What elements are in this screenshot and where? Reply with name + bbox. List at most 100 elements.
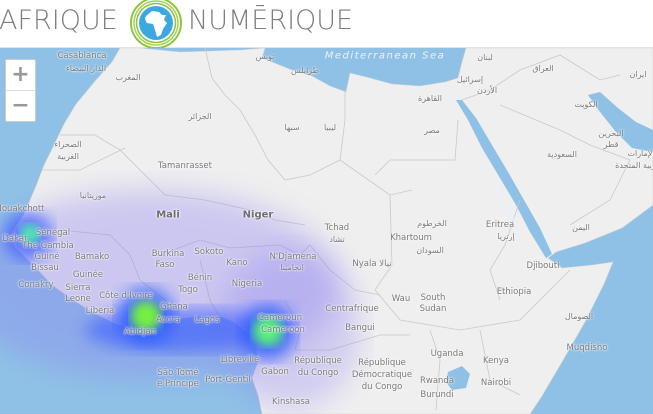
map-label-city: Port-Gentil: [205, 375, 251, 385]
map-label-city: Djibouti: [526, 261, 560, 271]
map-label-city: République: [294, 356, 342, 366]
map-label-city: Bissau: [31, 263, 59, 273]
map-label-city: Guiné: [34, 252, 60, 262]
map-label-city: Leone: [65, 294, 91, 304]
map-label-ar: انجامينا: [280, 263, 304, 272]
map-label-city: São Tomé: [157, 368, 199, 378]
map-label-ar: إرتريا: [497, 232, 515, 241]
map-label-ar: مصر: [424, 126, 440, 135]
map-label-ar: سبها: [284, 123, 300, 132]
heat-core-cameroun: [253, 316, 283, 346]
map-label-city: Sierra: [65, 283, 91, 293]
map-label-city: Burundi: [420, 390, 454, 400]
heat-core-dakar: [20, 224, 40, 244]
map-label-ar: إسرائيل: [456, 75, 484, 84]
map-label-city: South: [420, 293, 446, 303]
red-sea: [456, 100, 552, 258]
map-base: [0, 48, 653, 414]
map-label-ar: العراق: [532, 64, 554, 73]
map-label-city: Sudan: [419, 304, 447, 314]
map-label-city: Kano: [226, 258, 248, 268]
map-label-city: Liberia: [85, 306, 115, 316]
map-label-ar: البحرين: [598, 129, 624, 138]
map-label-ar: الصحراء: [54, 140, 82, 149]
map-label-city: Ghana: [160, 302, 188, 312]
map-label-city: Tchad: [324, 223, 350, 233]
map-label-ar: العربية المتحدة: [615, 161, 653, 170]
heatmap-map[interactable]: Mediterranean Sea Red Sea Casablanca الدار …: [0, 48, 653, 414]
map-label-city: Eritrea: [485, 220, 515, 230]
site-header: AFRIQUE NUMĒRIQUE: [0, 0, 653, 49]
map-label-city: The Gambia: [22, 241, 74, 251]
map-label-ar: تشاد: [329, 235, 345, 244]
map-label-city: Libreville: [220, 355, 260, 365]
map-label-city: Guinée: [72, 270, 104, 280]
map-label-city: Rwanda: [419, 376, 455, 386]
lake-victoria: [446, 366, 470, 390]
map-label-ar: ليبيا: [323, 123, 337, 132]
map-label-city: Sokoto: [194, 247, 224, 257]
map-label-city: Dakar: [2, 234, 28, 244]
map-label-city: Ethiopia: [496, 287, 532, 297]
map-label-city: Khartoum: [390, 233, 432, 243]
map-label-city: Démocratique: [351, 370, 413, 380]
zoom-in-button[interactable]: +: [6, 60, 35, 91]
map-label-ar: الصومال: [564, 312, 594, 321]
map-label-city: Tamanrasset: [158, 161, 212, 171]
map-label-city: Kenya: [482, 356, 510, 366]
map-label-city: du Congo: [297, 368, 339, 378]
map-label-ar: تونس: [255, 52, 275, 61]
map-label-city: Accra: [156, 315, 180, 325]
map-label-ar: الجزائر: [188, 112, 212, 121]
map-label-city: e Príncipe: [157, 379, 199, 389]
map-label-ar: لبنان: [477, 53, 493, 62]
map-label-city: Nairobi: [480, 378, 512, 388]
map-label-country: Niger: [242, 209, 274, 221]
zoom-control: + −: [5, 59, 36, 122]
heat-core-abidjan: [131, 301, 161, 331]
map-label-ar: ايران: [629, 70, 647, 79]
map-label-city: Nigeria: [231, 279, 263, 289]
map-label-city: du Congo: [361, 382, 403, 392]
map-label-city: Bénin: [187, 273, 213, 283]
map-label-ar: اليمن: [572, 223, 590, 232]
map-label-city: Burkina: [151, 249, 185, 259]
map-label-ar: طرابلس: [290, 66, 320, 75]
map-label-ar: الإمارات: [627, 149, 653, 158]
map-label-ar: المغرب: [115, 73, 141, 82]
map-label-city: Togo: [178, 285, 198, 295]
map-label-ar: الدار البيضاء: [65, 64, 107, 73]
map-label-city: Gabon: [261, 367, 289, 377]
map-label-city: Sénégal: [35, 228, 71, 238]
map-label-city: Bamako: [74, 252, 110, 262]
persian-gulf: [588, 92, 653, 152]
map-label-city: Centrafrique: [325, 304, 379, 314]
map-label-city: République: [358, 358, 406, 368]
map-label-ar: موريتانيا: [79, 191, 107, 200]
map-label-city: Wau: [391, 294, 411, 304]
heatmap-layer: [0, 190, 360, 410]
map-label-city: Bangui: [345, 323, 375, 333]
map-label-city: Faso: [155, 260, 175, 270]
map-label-country: Mali: [156, 209, 180, 221]
map-label-city: Casablanca: [57, 51, 107, 61]
map-label-ar: القاهرة: [418, 94, 442, 103]
zoom-out-button[interactable]: −: [11, 93, 30, 118]
map-label-city: Cameroun: [258, 313, 302, 323]
africa-globe-logo-icon: [130, 0, 182, 49]
map-label-ar: قطر: [603, 140, 619, 149]
map-label-city: Abidjan: [124, 327, 156, 337]
map-label-city: Kinshasa: [272, 397, 310, 407]
map-label-ar: السعودية: [547, 150, 577, 159]
map-label-sea: Mediterranean Sea: [324, 50, 446, 62]
map-label-ar: السودان: [416, 246, 444, 255]
map-label-city: Nouakchott: [0, 204, 45, 214]
map-label-city: N'Djamena: [269, 252, 317, 262]
map-label-city: Lagos: [194, 315, 220, 325]
map-label-ar: الأردن: [476, 86, 498, 95]
map-label-city: Conakry: [18, 280, 54, 290]
logo-text-afrique: AFRIQUE: [0, 5, 118, 36]
map-label-city: Nyala نيالا: [352, 259, 392, 269]
map-label-city: Uganda: [430, 349, 464, 359]
map-label-ar: الكويت: [574, 100, 598, 109]
